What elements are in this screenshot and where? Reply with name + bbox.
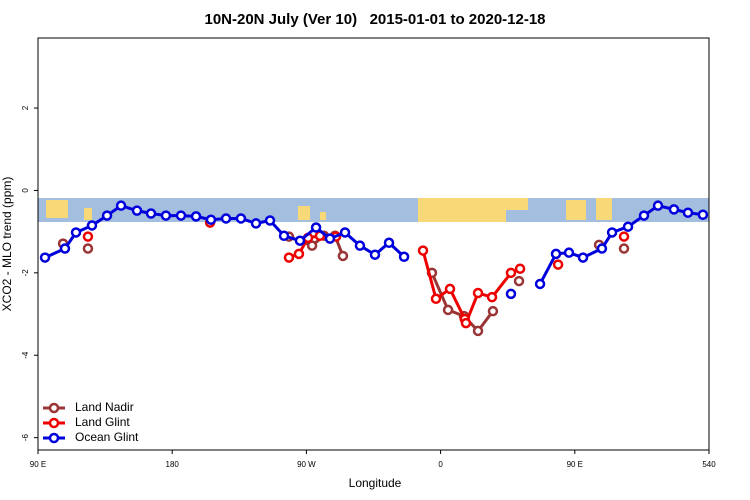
land-patch bbox=[84, 208, 92, 220]
data-point bbox=[652, 200, 664, 211]
data-point bbox=[472, 287, 484, 299]
data-point bbox=[310, 222, 322, 233]
x-axis-label: Longitude bbox=[349, 476, 402, 490]
data-point bbox=[505, 267, 517, 279]
data-point bbox=[101, 210, 113, 221]
data-point bbox=[697, 209, 709, 220]
data-point bbox=[369, 249, 381, 260]
data-point bbox=[417, 245, 429, 256]
x-tick-label: 90 W bbox=[297, 460, 316, 469]
y-tick-label: 0 bbox=[21, 188, 30, 193]
data-point bbox=[596, 243, 608, 254]
x-tick-label: 180 bbox=[166, 460, 180, 469]
land-patch bbox=[566, 200, 586, 220]
data-point bbox=[115, 200, 127, 211]
data-point bbox=[638, 210, 650, 221]
data-point bbox=[82, 243, 94, 254]
x-tick-label: 0 bbox=[438, 460, 443, 469]
data-point bbox=[534, 278, 546, 290]
y-axis-label: XCO2 - MLO trend (ppm) bbox=[0, 177, 14, 312]
data-point bbox=[513, 275, 525, 287]
land-patch bbox=[298, 206, 310, 220]
data-point bbox=[220, 213, 232, 224]
data-point bbox=[190, 211, 202, 222]
data-point bbox=[444, 283, 456, 295]
chart-title: 10N-20N July (Ver 10) 2015-01-01 to 2020… bbox=[204, 11, 545, 28]
data-point bbox=[552, 259, 564, 270]
land-patch bbox=[418, 198, 506, 222]
data-point bbox=[283, 252, 295, 263]
data-point bbox=[86, 220, 98, 231]
data-point bbox=[205, 214, 217, 225]
data-point bbox=[618, 231, 630, 242]
data-point bbox=[324, 233, 336, 244]
data-point bbox=[235, 213, 247, 224]
legend-marker bbox=[48, 417, 60, 429]
data-point bbox=[472, 325, 484, 337]
data-point bbox=[668, 204, 680, 215]
data-point bbox=[293, 248, 305, 260]
data-point bbox=[505, 288, 517, 300]
data-point bbox=[577, 252, 589, 263]
data-point bbox=[278, 230, 290, 242]
data-point bbox=[145, 208, 157, 219]
data-point bbox=[398, 251, 410, 263]
data-point bbox=[514, 263, 526, 274]
data-point bbox=[550, 248, 562, 260]
data-point bbox=[486, 291, 498, 303]
land-patch bbox=[506, 198, 528, 210]
legend-marker bbox=[48, 432, 60, 444]
data-point bbox=[70, 227, 82, 238]
x-tick-label: 90 E bbox=[567, 460, 583, 469]
data-point bbox=[430, 293, 442, 305]
data-point bbox=[306, 240, 318, 251]
legend-marker bbox=[48, 402, 60, 414]
data-point bbox=[39, 252, 51, 263]
x-tick-label: 540 bbox=[702, 460, 716, 469]
data-point bbox=[175, 210, 187, 221]
plot-frame bbox=[37, 37, 710, 451]
data-point bbox=[294, 235, 306, 246]
data-point bbox=[442, 304, 454, 316]
legend-label: Land Nadir bbox=[75, 400, 134, 414]
series-line bbox=[289, 236, 624, 331]
data-point bbox=[682, 207, 694, 218]
data-point bbox=[264, 215, 276, 226]
y-tick-label: -2 bbox=[21, 269, 30, 277]
data-point bbox=[383, 237, 395, 249]
data-point bbox=[337, 250, 349, 262]
data-point bbox=[339, 227, 351, 238]
data-point bbox=[354, 240, 366, 251]
data-point bbox=[250, 218, 262, 229]
land-patch bbox=[596, 198, 612, 220]
data-point bbox=[563, 247, 575, 258]
data-point bbox=[59, 243, 71, 254]
data-point bbox=[618, 243, 630, 254]
legend-label: Land Glint bbox=[75, 415, 130, 429]
data-point bbox=[131, 205, 143, 216]
x-tick-label: 90 E bbox=[30, 460, 46, 469]
data-point bbox=[460, 317, 472, 329]
data-point bbox=[82, 231, 94, 242]
data-point bbox=[487, 305, 499, 317]
data-point bbox=[622, 221, 634, 232]
land-patch bbox=[46, 200, 68, 218]
y-tick-label: 2 bbox=[21, 105, 30, 110]
data-point bbox=[160, 210, 172, 221]
y-tick-label: -4 bbox=[21, 351, 30, 359]
legend-label: Ocean Glint bbox=[75, 430, 139, 444]
land-patch bbox=[320, 212, 326, 220]
data-point bbox=[606, 227, 618, 238]
y-tick-label: -6 bbox=[21, 434, 30, 442]
